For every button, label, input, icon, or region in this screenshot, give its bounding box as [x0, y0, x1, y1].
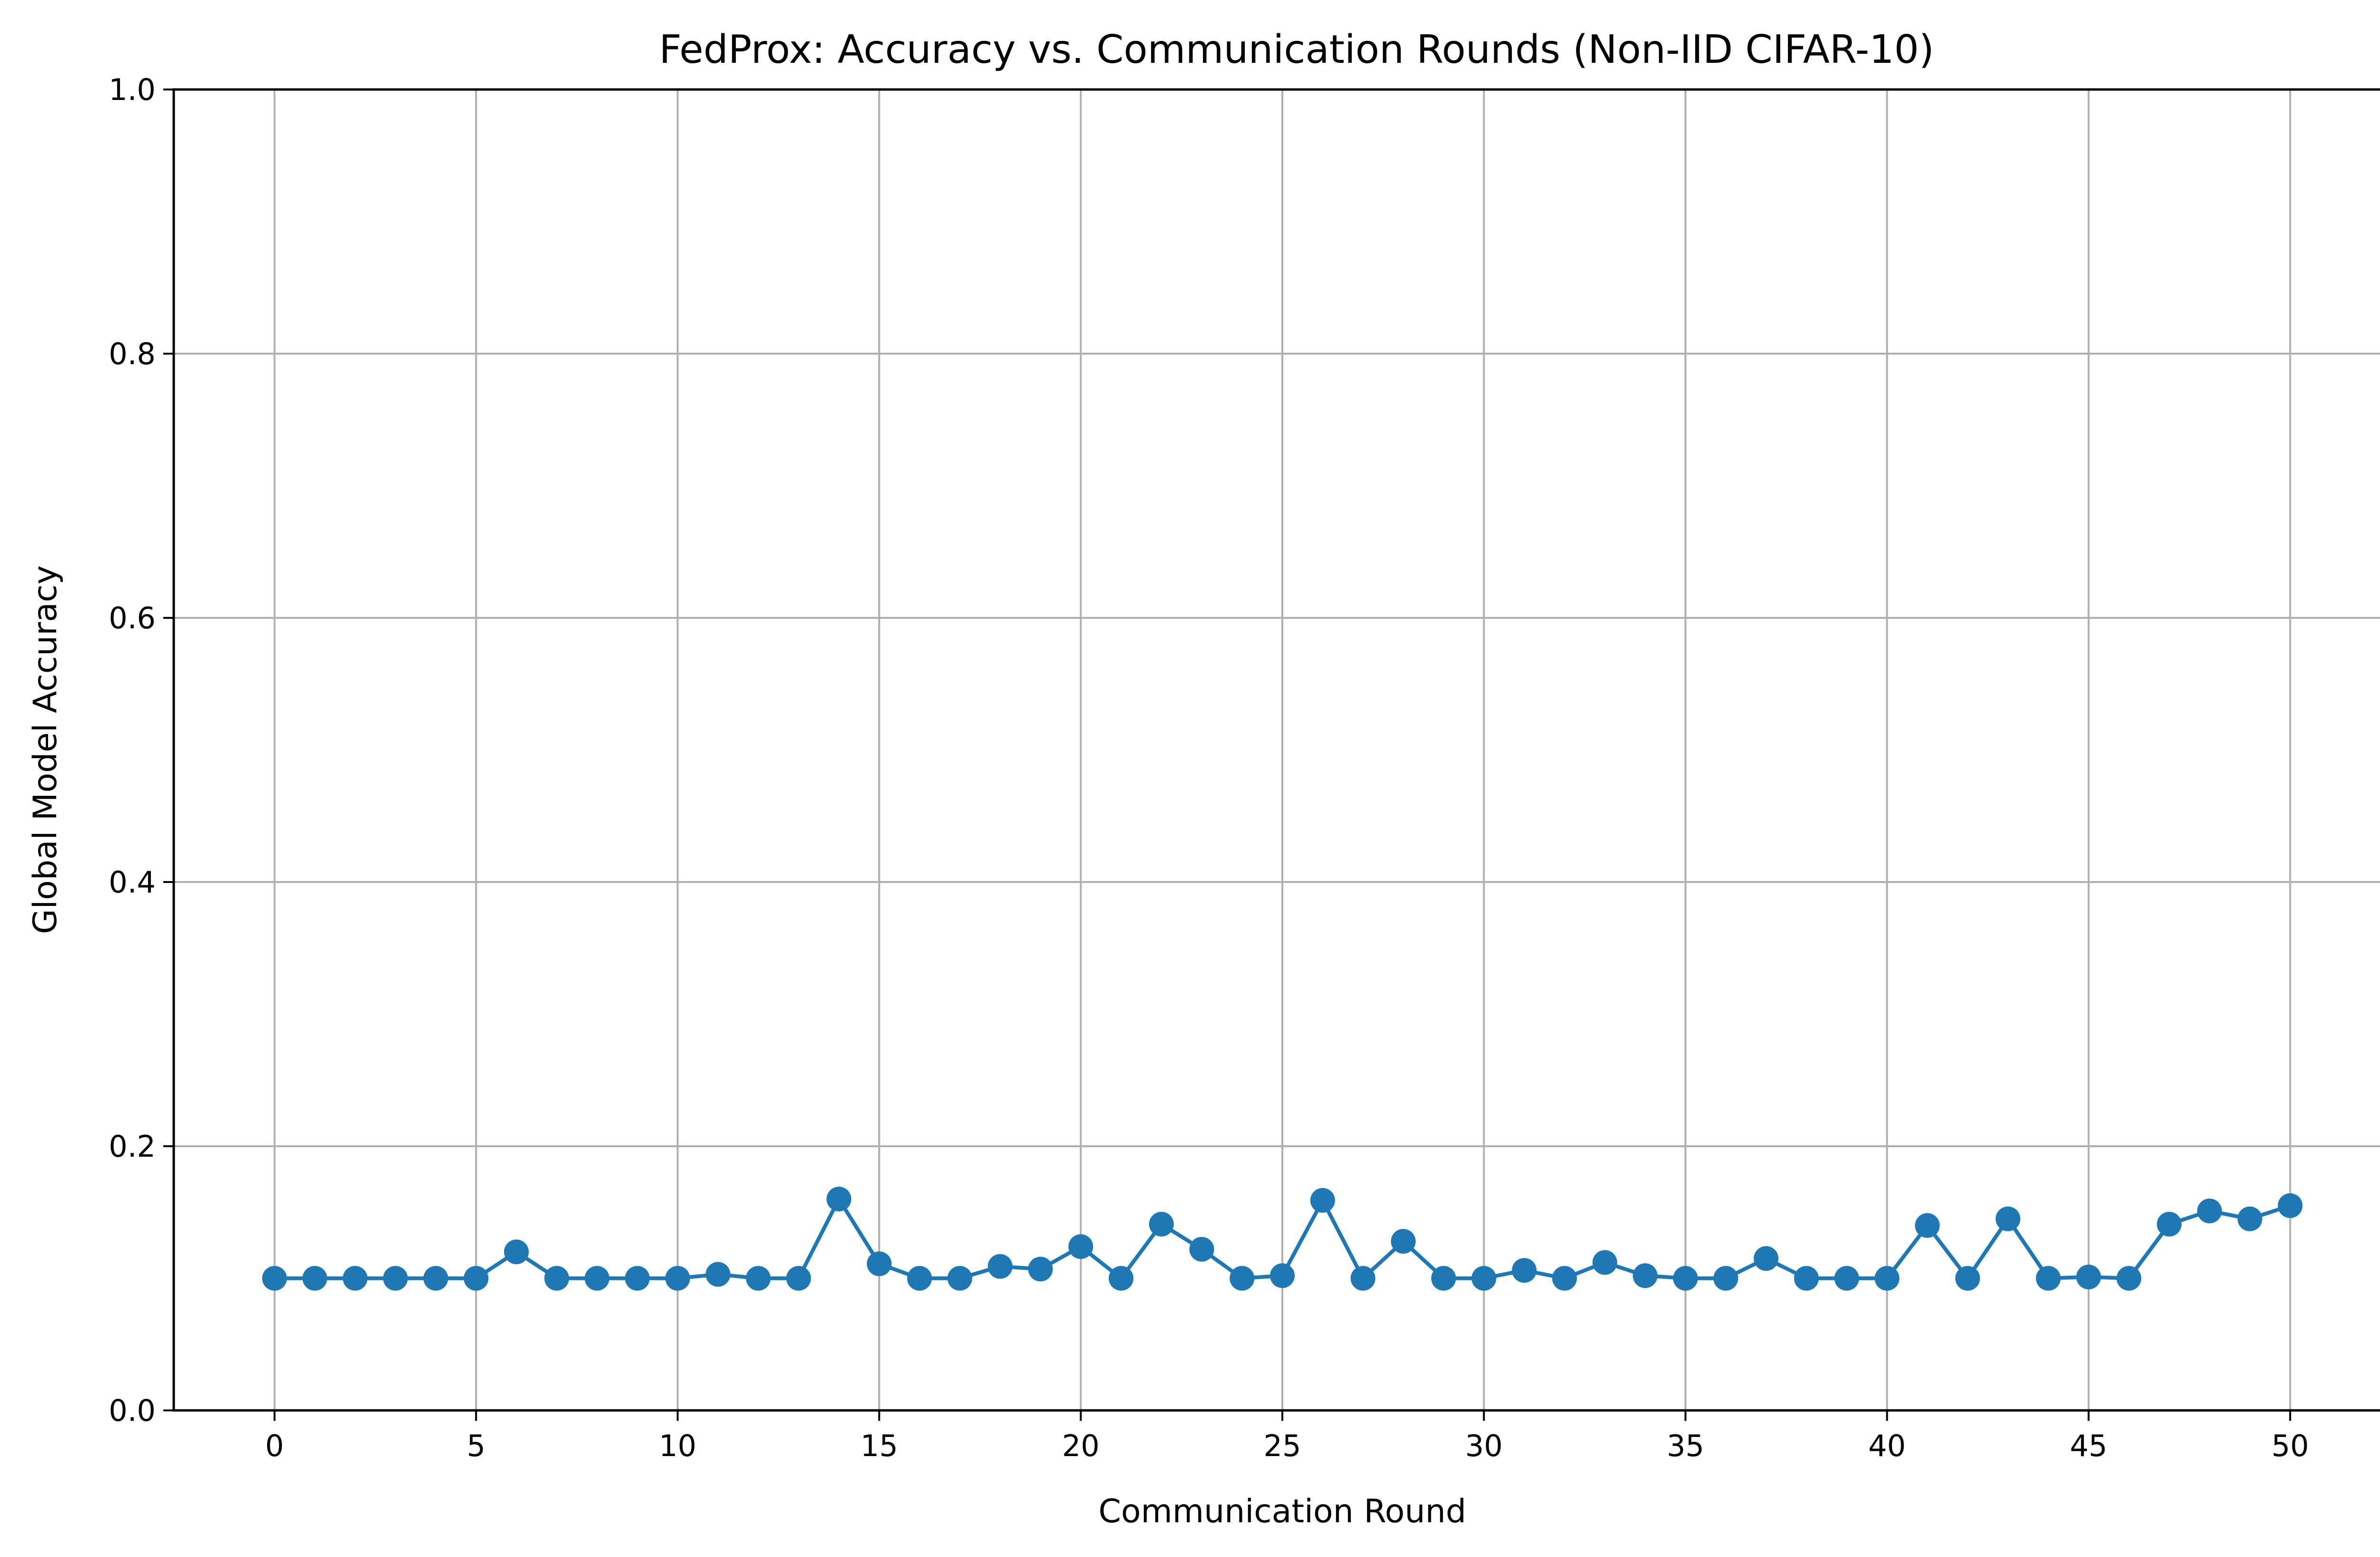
data-point — [1350, 1266, 1376, 1291]
data-point — [786, 1266, 811, 1291]
data-point — [1633, 1263, 1658, 1288]
data-point — [464, 1266, 489, 1291]
y-axis-label: Global Model Accuracy — [27, 565, 64, 934]
data-point — [1109, 1266, 1134, 1291]
x-tick-label: 45 — [2070, 1428, 2107, 1463]
data-point — [746, 1266, 771, 1291]
data-point — [2036, 1266, 2061, 1291]
data-point — [585, 1266, 610, 1291]
data-point — [1915, 1213, 1940, 1238]
data-point — [544, 1266, 569, 1291]
data-point — [302, 1266, 327, 1291]
y-tick-label: 1.0 — [109, 72, 156, 107]
y-tick-label: 0.8 — [109, 337, 156, 371]
data-point — [1189, 1237, 1214, 1262]
x-tick-label: 40 — [1868, 1428, 1906, 1463]
data-point — [907, 1266, 932, 1291]
data-point — [705, 1262, 731, 1287]
data-point — [262, 1266, 287, 1291]
data-point — [988, 1254, 1013, 1279]
data-point — [504, 1240, 529, 1264]
data-point — [947, 1266, 972, 1291]
data-point — [1270, 1263, 1295, 1288]
x-tick-label: 0 — [265, 1428, 284, 1463]
data-point — [423, 1266, 448, 1291]
data-point — [1512, 1258, 1537, 1283]
data-point — [1754, 1246, 1779, 1271]
data-point — [1874, 1266, 1900, 1291]
data-point — [1552, 1266, 1577, 1291]
data-point — [1673, 1266, 1698, 1291]
data-point — [1834, 1266, 1859, 1291]
data-point — [1995, 1206, 2021, 1231]
data-point — [665, 1266, 690, 1291]
data-point — [1592, 1250, 1617, 1275]
x-tick-label: 20 — [1062, 1428, 1100, 1463]
data-point — [2076, 1264, 2101, 1289]
y-tick-label: 0.6 — [109, 601, 156, 635]
x-tick-label: 15 — [861, 1428, 898, 1463]
data-point — [2116, 1266, 2142, 1291]
data-point — [2237, 1206, 2262, 1231]
y-axis-ticks: 0.0 0.2 0.4 0.6 0.8 1.0 — [109, 72, 174, 1428]
y-tick-label: 0.4 — [109, 865, 156, 900]
x-tick-label: 10 — [659, 1428, 696, 1463]
data-point — [1391, 1229, 1416, 1254]
chart-title: FedProx: Accuracy vs. Communication Roun… — [659, 27, 1934, 72]
data-point — [1955, 1266, 1980, 1291]
data-point — [1230, 1266, 1255, 1291]
data-point — [1794, 1266, 1819, 1291]
x-axis-ticks: 0 5 10 15 20 25 30 35 40 45 50 — [265, 1410, 2309, 1463]
data-point — [2278, 1193, 2303, 1218]
series-layer — [262, 1187, 2303, 1291]
data-point — [2197, 1198, 2222, 1223]
data-point — [1471, 1266, 1497, 1291]
data-point — [625, 1266, 650, 1291]
data-point — [1068, 1234, 1093, 1259]
x-tick-label: 5 — [466, 1428, 485, 1463]
data-point — [2157, 1211, 2182, 1237]
data-point — [1431, 1266, 1456, 1291]
x-tick-label: 30 — [1465, 1428, 1503, 1463]
data-point — [1310, 1188, 1335, 1213]
data-point — [826, 1187, 852, 1211]
x-axis-label: Communication Round — [1099, 1493, 1467, 1530]
data-point — [1149, 1211, 1174, 1237]
x-tick-label: 35 — [1666, 1428, 1704, 1463]
y-tick-label: 0.0 — [109, 1393, 156, 1428]
data-point — [1028, 1257, 1053, 1282]
x-tick-label: 50 — [2271, 1428, 2309, 1463]
data-point — [343, 1266, 368, 1291]
data-point — [867, 1251, 892, 1276]
data-point — [1713, 1266, 1738, 1291]
data-point — [383, 1266, 408, 1291]
x-tick-label: 25 — [1264, 1428, 1301, 1463]
y-tick-label: 0.2 — [109, 1129, 156, 1164]
